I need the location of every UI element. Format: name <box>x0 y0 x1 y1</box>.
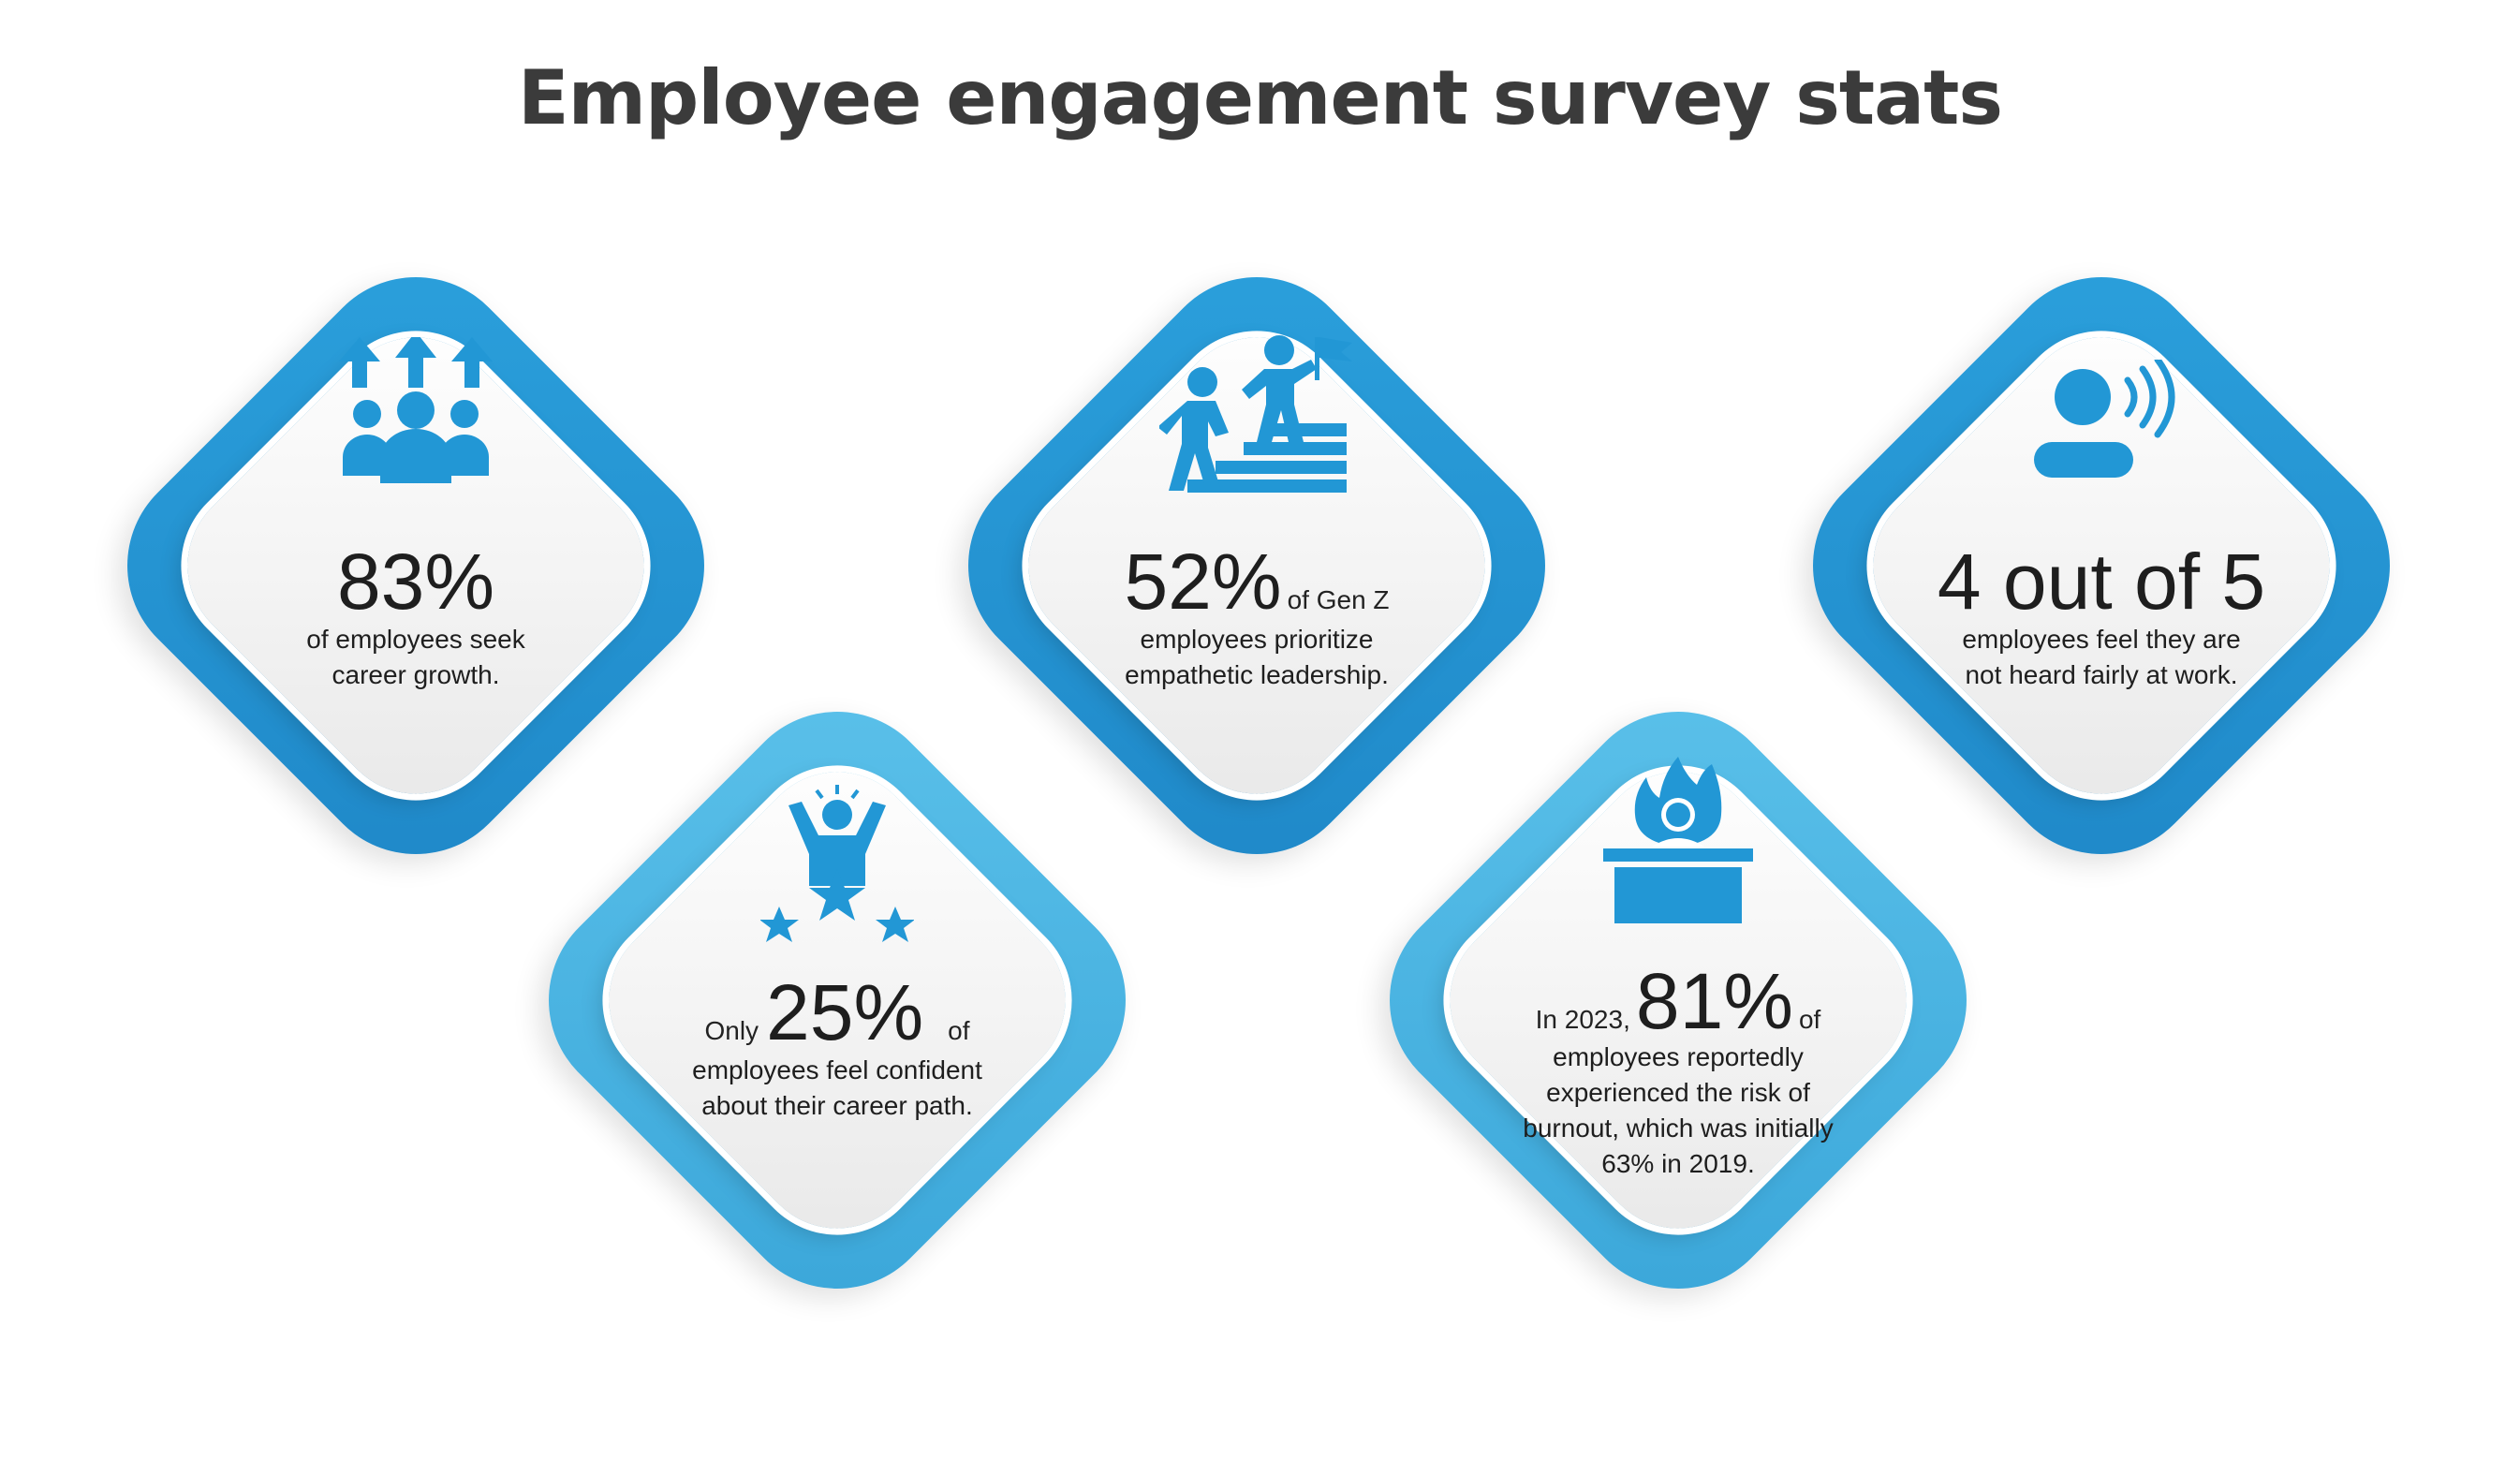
stat-description-line: employees feel they are <box>1962 625 2241 654</box>
stat-description-line: not heard fairly at work. <box>1965 660 2238 689</box>
people-growth-arrows-icon <box>339 337 493 487</box>
person-star-rating-icon <box>760 783 914 948</box>
stat-value: 83% <box>336 538 495 626</box>
stat-card-gen-z: 52% of Gen Z employees prioritize empathe… <box>908 217 1605 914</box>
stat-description-line: employees reportedly <box>1553 1042 1804 1071</box>
stat-card-career-confidence: Only25% of employees feel confident about… <box>489 652 1186 1349</box>
stat-card-career-growth: 83% of employees seek career growth. <box>67 217 764 914</box>
person-speaking-icon <box>2034 360 2184 481</box>
stat-description-line: of employees seek <box>306 625 525 654</box>
stat-suffix: of <box>1798 1005 1821 1034</box>
stat-description-line: 63% in 2019. <box>1601 1149 1755 1178</box>
stat-value: 25% <box>766 968 924 1056</box>
stat-value: 81% <box>1635 957 1793 1045</box>
stat-description-line: burnout, which was initially <box>1523 1113 1834 1143</box>
stat-description-line: employees feel confident <box>692 1055 982 1084</box>
stat-value: 4 out of 5 <box>1937 538 2266 626</box>
stat-prefix: Only <box>704 1016 759 1045</box>
stat-description-line: experienced the risk of <box>1546 1078 1810 1107</box>
page-title: Employee engagement survey stats <box>518 54 2003 141</box>
stat-suffix: of Gen Z <box>1287 585 1390 614</box>
stat-suffix: of <box>948 1016 970 1045</box>
stat-card-not-heard: 4 out of 5 employees feel they are not h… <box>1753 217 2450 914</box>
burnout-desk-fire-icon <box>1603 757 1753 927</box>
stat-description-line: empathetic leadership. <box>1125 660 1389 689</box>
stat-description-line: employees prioritize <box>1140 625 1374 654</box>
stat-value: 52% <box>1124 538 1282 626</box>
stat-prefix: In 2023, <box>1535 1005 1630 1034</box>
leader-climbing-stairs-flag-icon <box>1159 330 1360 494</box>
stat-description-line: about their career path. <box>701 1091 973 1120</box>
stat-description-line: career growth. <box>332 660 500 689</box>
stat-card-burnout: In 2023,81% of employees reportedly exper… <box>1330 652 2026 1349</box>
